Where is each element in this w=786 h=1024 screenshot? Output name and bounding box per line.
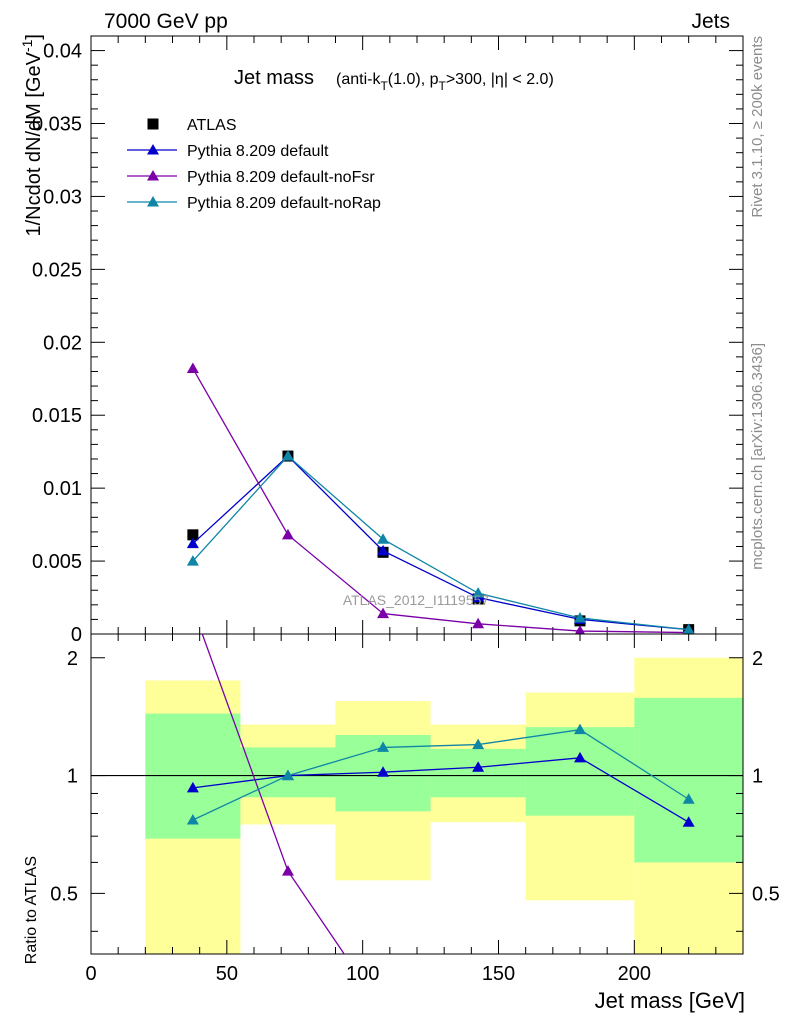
series-point-pythia-8-209-default-norap	[377, 533, 390, 544]
x-axis-label: Jet mass [GeV]	[595, 988, 745, 1013]
main-panel: 0 0.005 0.01 0.015 0.02 0.025 0.03 0.035 0.04 Je…	[19, 34, 744, 646]
ratio-point-pythia-8-209-default	[682, 816, 695, 827]
x-tick-label: 200	[618, 963, 651, 985]
y-tick-label: 0	[71, 624, 82, 646]
legend-label-atlas: ATLAS	[187, 117, 237, 134]
ratio-band-inner	[634, 697, 743, 863]
y-tick-label: 0.04	[43, 41, 82, 63]
ratio-line-pythia-8-209-default-norap	[192, 728, 690, 821]
ratio-point-pythia-8-209-default	[377, 766, 390, 777]
series-point-pythia-8-209-default-nofsr	[186, 362, 199, 374]
y-tick-label: 0.01	[43, 478, 82, 500]
ratio-point-pythia-8-209-default-norap	[682, 793, 695, 804]
legend-label-pythia-8-209-default: Pythia 8.209 default	[187, 143, 329, 160]
series-point-pythia-8-209-default-norap	[472, 587, 485, 598]
legend-marker-pythia-8-209-default-nofsr	[147, 170, 159, 181]
series-point-pythia-8-209-default-nofsr	[281, 528, 294, 540]
series-point-pythia-8-209-default-nofsr	[472, 617, 485, 629]
x-tick-label: 150	[482, 963, 515, 985]
series-point-pythia-8-209-default-norap	[281, 450, 294, 461]
y-tick-label: 0.005	[32, 551, 82, 573]
y-tick-label: 0.02	[43, 332, 82, 354]
ratio-point-pythia-8-209-default	[186, 781, 199, 793]
main-y-axis-label: 1/Ncdot dN/dM [GeV-1]	[19, 34, 45, 237]
series-point-pythia-8-209-default-norap	[574, 611, 586, 623]
atlas-data-point	[187, 529, 199, 541]
series-line-pythia-8-209-default-nofsr	[192, 368, 689, 634]
ratio-point-pythia-8-209-default	[472, 761, 485, 772]
analysis-watermark: ATLAS_2012_I1119557	[343, 592, 490, 608]
x-tick-label: 0	[85, 963, 96, 985]
ratio-point-pythia-8-209-default	[574, 751, 586, 763]
legend-marker-pythia-8-209-default	[147, 144, 159, 155]
ratio-point-pythia-8-209-default-norap	[574, 723, 586, 735]
ratio-y-tick-label-right: 1	[752, 766, 763, 788]
y-tick-label: 0.03	[43, 186, 82, 208]
series-line-pythia-8-209-default-norap	[192, 455, 689, 631]
chart-title: Jet mass	[234, 67, 314, 89]
ratio-point-pythia-8-209-default-norap	[281, 769, 294, 781]
legend: ATLAS Pythia 8.209 default Pythia 8.209 de…	[127, 117, 381, 212]
legend-label-pythia-8-209-default-norap: Pythia 8.209 default-noRap	[187, 195, 381, 212]
legend-marker-pythia-8-209-default-norap	[147, 196, 159, 207]
ratio-band-inner	[430, 748, 526, 798]
x-tick-label: 100	[346, 963, 379, 985]
ratio-y-tick-label-right: 2	[752, 648, 763, 670]
ratio-y-tick-label: 0.5	[50, 883, 78, 905]
ratio-y-tick-label-right: 0.5	[752, 883, 780, 905]
ratio-line-pythia-8-209-default	[192, 757, 689, 823]
ratio-point-pythia-8-209-default-norap	[186, 813, 199, 825]
ratio-point-pythia-8-209-default-nofsr	[281, 865, 294, 876]
series-point-pythia-8-209-default-norap	[186, 555, 199, 566]
ratio-y-axis-label: Ratio to ATLAS	[23, 856, 40, 964]
series-point-pythia-8-209-default	[377, 544, 390, 556]
series-point-pythia-8-209-default-nofsr	[574, 625, 586, 634]
legend-marker-atlas	[147, 118, 159, 130]
ratio-panel: 0 50 100 150 200 0.5 0.5 1 1 2 2 Ratio to ATLAS J…	[23, 633, 780, 1013]
x-tick-label: 50	[216, 963, 238, 985]
rivet-credit: Rivet 3.1.10, ≥ 200k events	[749, 36, 766, 218]
ratio-y-tick-label: 1	[67, 766, 78, 788]
mcplots-credit: mcplots.cern.ch [arXiv:1306.3436]	[749, 343, 766, 570]
ratio-band-inner	[525, 727, 635, 816]
header-right: Jets	[691, 10, 730, 33]
y-tick-label: 0.015	[32, 405, 82, 427]
series-point-pythia-8-209-default-norap	[682, 623, 695, 634]
ratio-y-tick-label: 2	[67, 648, 78, 670]
y-tick-label: 0.025	[32, 259, 82, 281]
series-point-pythia-8-209-default-nofsr	[377, 607, 390, 619]
ratio-point-pythia-8-209-default-norap	[472, 738, 485, 750]
legend-label-pythia-8-209-default-nofsr: Pythia 8.209 default-noFsr	[187, 169, 375, 186]
series-line-pythia-8-209-default	[192, 455, 689, 631]
chart-subtitle: (anti-kT(1.0), pT>300, |η| < 2.0)	[336, 71, 554, 93]
series-point-pythia-8-209-default	[186, 537, 199, 549]
header-left: 7000 GeV pp	[104, 10, 228, 33]
ratio-line-pythia-8-209-default-nofsr	[201, 634, 346, 954]
y-tick-label: 0.035	[32, 114, 82, 136]
ratio-point-pythia-8-209-default-norap	[377, 741, 390, 752]
